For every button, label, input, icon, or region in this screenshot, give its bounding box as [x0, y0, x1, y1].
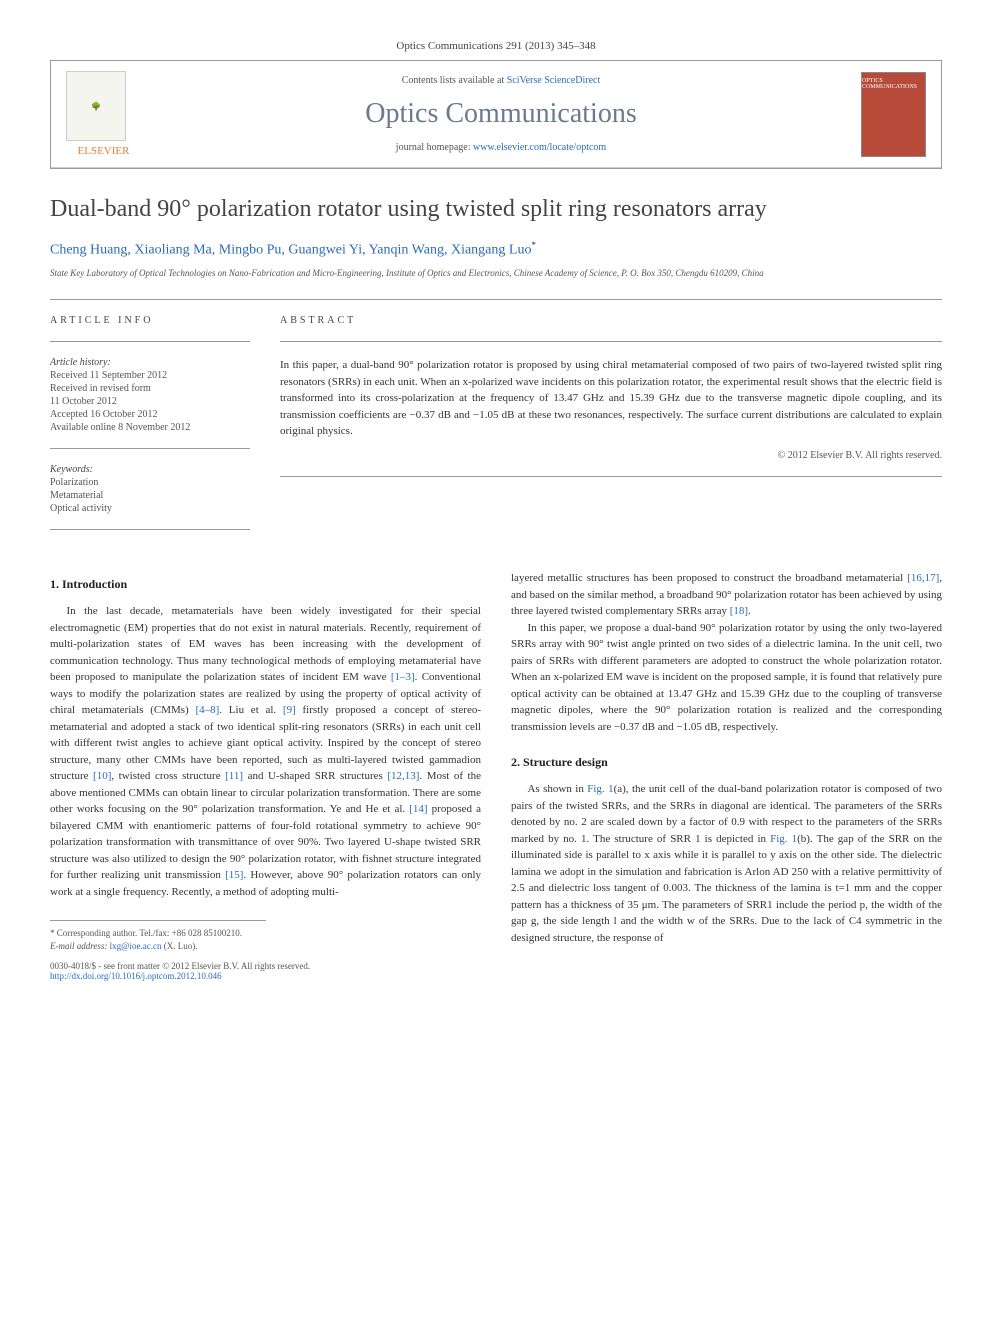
- sciverse-link[interactable]: SciVerse ScienceDirect: [507, 75, 601, 86]
- body-columns: 1. Introduction In the last decade, meta…: [50, 570, 942, 952]
- page-footer: 0030-4018/$ - see front matter © 2012 El…: [50, 961, 942, 981]
- abstract-block: ABSTRACT In this paper, a dual-band 90° …: [280, 315, 942, 545]
- citation-line: Optics Communications 291 (2013) 345–348: [50, 40, 942, 52]
- column-right: layered metallic structures has been pro…: [511, 570, 942, 952]
- fig-1a-link[interactable]: Fig. 1: [587, 783, 613, 795]
- issn-line: 0030-4018/$ - see front matter © 2012 El…: [50, 961, 310, 971]
- history-heading: Article history:: [50, 357, 250, 368]
- section-1-heading: 1. Introduction: [50, 575, 481, 593]
- fig-1b-link[interactable]: Fig. 1: [770, 833, 797, 845]
- abstract-text: In this paper, a dual-band 90° polarizat…: [280, 357, 942, 440]
- ref-10[interactable]: [10]: [93, 770, 111, 782]
- article-info-block: ARTICLE INFO Article history: Received 1…: [50, 315, 250, 545]
- online-date: Available online 8 November 2012: [50, 422, 250, 433]
- ref-16-17[interactable]: [16,17]: [907, 572, 939, 584]
- ref-18[interactable]: [18]: [730, 605, 748, 617]
- journal-cover-thumbnail: OPTICS COMMUNICATIONS: [861, 72, 926, 157]
- keyword-2: Metamaterial: [50, 490, 250, 501]
- intro-paragraph-2: In this paper, we propose a dual-band 90…: [511, 620, 942, 736]
- revised-label: Received in revised form: [50, 383, 250, 394]
- abstract-heading: ABSTRACT: [280, 315, 942, 326]
- keywords-heading: Keywords:: [50, 464, 250, 475]
- contents-text: Contents lists available at: [402, 75, 507, 86]
- corresponding-author-note: * Corresponding author. Tel./fax: +86 02…: [50, 927, 266, 940]
- section-2-heading: 2. Structure design: [511, 753, 942, 771]
- header-center: Contents lists available at SciVerse Sci…: [141, 75, 861, 153]
- header-row: 🌳 ELSEVIER Contents lists available at S…: [51, 61, 941, 168]
- article-title: Dual-band 90° polarization rotator using…: [50, 194, 942, 225]
- abstract-divider-1: [280, 341, 942, 342]
- info-divider-2: [50, 448, 250, 449]
- contents-available-line: Contents lists available at SciVerse Sci…: [141, 75, 861, 86]
- ref-9[interactable]: [9]: [283, 704, 296, 716]
- journal-homepage-line: journal homepage: www.elsevier.com/locat…: [141, 142, 861, 153]
- abstract-divider-2: [280, 476, 942, 477]
- homepage-label: journal homepage:: [396, 142, 473, 153]
- author-list: Cheng Huang, Xiaoliang Ma, Mingbo Pu, Gu…: [50, 240, 942, 259]
- ref-14[interactable]: [14]: [409, 803, 427, 815]
- abstract-copyright: © 2012 Elsevier B.V. All rights reserved…: [280, 450, 942, 461]
- affiliation: State Key Laboratory of Optical Technolo…: [50, 267, 942, 280]
- accepted-date: Accepted 16 October 2012: [50, 409, 250, 420]
- elsevier-label: ELSEVIER: [66, 145, 141, 157]
- elsevier-block: 🌳 ELSEVIER: [66, 71, 141, 157]
- journal-homepage-link[interactable]: www.elsevier.com/locate/optcom: [473, 142, 606, 153]
- info-divider-1: [50, 341, 250, 342]
- keyword-3: Optical activity: [50, 503, 250, 514]
- journal-header-box: 🌳 ELSEVIER Contents lists available at S…: [50, 60, 942, 169]
- design-paragraph: As shown in Fig. 1(a), the unit cell of …: [511, 781, 942, 946]
- email-link[interactable]: lxg@ioe.ac.cn: [110, 941, 162, 951]
- column-left: 1. Introduction In the last decade, meta…: [50, 570, 481, 952]
- ref-11[interactable]: [11]: [225, 770, 243, 782]
- intro-paragraph: In the last decade, metamaterials have b…: [50, 603, 481, 900]
- journal-name: Optics Communications: [141, 98, 861, 130]
- corresponding-mark: *: [531, 240, 536, 250]
- article-info-heading: ARTICLE INFO: [50, 315, 250, 326]
- footer-left: 0030-4018/$ - see front matter © 2012 El…: [50, 961, 310, 981]
- divider: [50, 299, 942, 300]
- info-divider-3: [50, 529, 250, 530]
- footnote-block: * Corresponding author. Tel./fax: +86 02…: [50, 920, 266, 952]
- ref-12-13[interactable]: [12,13]: [387, 770, 419, 782]
- email-line: E-mail address: lxg@ioe.ac.cn (X. Luo).: [50, 940, 266, 953]
- received-date: Received 11 September 2012: [50, 370, 250, 381]
- keyword-1: Polarization: [50, 477, 250, 488]
- page-container: Optics Communications 291 (2013) 345–348…: [0, 0, 992, 1021]
- doi-link[interactable]: http://dx.doi.org/10.1016/j.optcom.2012.…: [50, 971, 222, 981]
- ref-1-3[interactable]: [1–3]: [391, 671, 415, 683]
- intro-continued: layered metallic structures has been pro…: [511, 570, 942, 620]
- ref-15[interactable]: [15]: [225, 869, 243, 881]
- info-abstract-row: ARTICLE INFO Article history: Received 1…: [50, 315, 942, 545]
- revised-date: 11 October 2012: [50, 396, 250, 407]
- ref-4-8[interactable]: [4–8]: [195, 704, 219, 716]
- authors-text[interactable]: Cheng Huang, Xiaoliang Ma, Mingbo Pu, Gu…: [50, 243, 531, 258]
- elsevier-tree-icon: 🌳: [66, 71, 126, 141]
